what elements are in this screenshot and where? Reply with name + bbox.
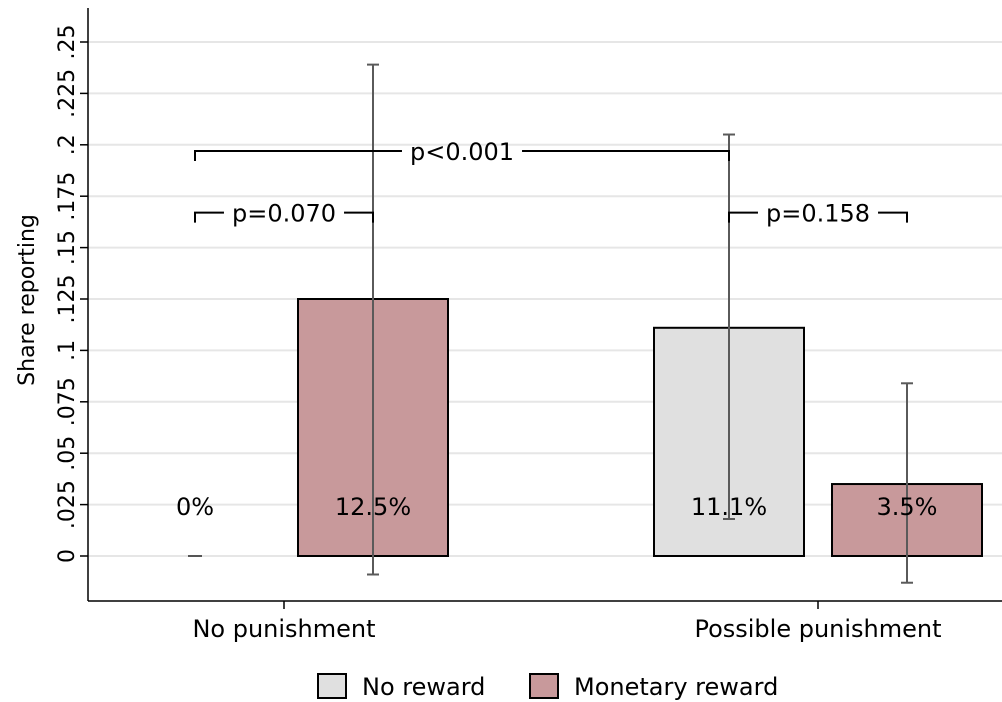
p-value-label-1: p=0.070 bbox=[232, 200, 336, 228]
significance-brackets: p<0.001 p=0.070 p=0.158 bbox=[194, 138, 908, 228]
legend-label: Monetary reward bbox=[574, 673, 778, 701]
bars bbox=[188, 298, 983, 558]
y-tick-label: .025 bbox=[55, 480, 80, 529]
p-value-label-0: p<0.001 bbox=[410, 138, 514, 166]
data-labels: 0% 11.1% 12.5% 3.5% bbox=[176, 493, 938, 521]
error-bar-1-1 bbox=[901, 382, 913, 584]
y-tick-label: .05 bbox=[55, 436, 80, 471]
error-bars bbox=[367, 63, 913, 584]
error-bar-0-1 bbox=[367, 63, 379, 576]
y-tick-label: .075 bbox=[55, 377, 80, 426]
data-label-0-0: 0% bbox=[176, 493, 214, 521]
y-tick-label: .15 bbox=[55, 230, 80, 265]
p-value-label-2: p=0.158 bbox=[766, 200, 870, 228]
y-axis-title: Share reporting bbox=[15, 214, 40, 386]
y-ticks: 0 .025 .05 .075 .1 .125 .15 .175 .2 .225 .25 bbox=[55, 25, 88, 563]
y-tick-label: .125 bbox=[55, 275, 80, 324]
x-tick-label-1: Possible punishment bbox=[694, 615, 941, 643]
legend-swatch bbox=[529, 673, 559, 699]
x-ticks: No punishment Possible punishment bbox=[192, 601, 942, 643]
error-bar-1-0 bbox=[723, 133, 735, 520]
axes bbox=[87, 8, 1002, 602]
significance-bracket-2: p=0.158 bbox=[728, 200, 908, 228]
y-tick-label: .2 bbox=[55, 134, 80, 155]
significance-bracket-1: p=0.070 bbox=[194, 200, 374, 228]
x-tick-label-0: No punishment bbox=[192, 615, 375, 643]
data-label-1-1: 3.5% bbox=[877, 493, 938, 521]
gridlines bbox=[88, 41, 1002, 557]
legend-swatch bbox=[317, 673, 347, 699]
data-label-1-0: 11.1% bbox=[691, 493, 767, 521]
significance-bracket-0: p<0.001 bbox=[194, 138, 730, 166]
legend: No reward Monetary reward bbox=[317, 673, 778, 701]
legend-item-0: No reward bbox=[317, 673, 485, 701]
y-tick-label: .1 bbox=[55, 340, 80, 361]
y-tick-label: .225 bbox=[55, 69, 80, 118]
y-tick-label: 0 bbox=[55, 549, 80, 563]
legend-label: No reward bbox=[362, 673, 485, 701]
data-label-0-1: 12.5% bbox=[335, 493, 411, 521]
legend-item-1: Monetary reward bbox=[529, 673, 778, 701]
y-tick-label: .175 bbox=[55, 172, 80, 221]
y-tick-label: .25 bbox=[55, 25, 80, 60]
